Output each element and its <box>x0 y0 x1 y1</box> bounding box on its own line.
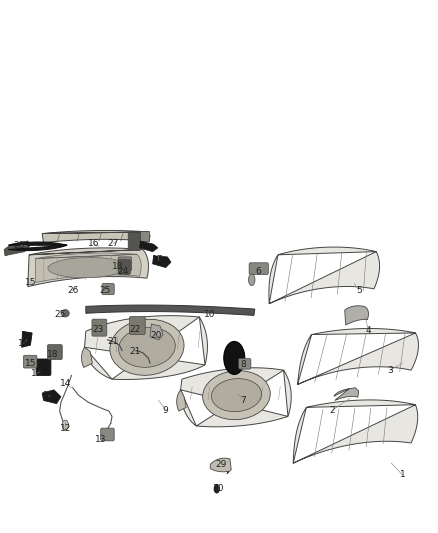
FancyBboxPatch shape <box>128 232 141 251</box>
Ellipse shape <box>62 420 68 430</box>
FancyBboxPatch shape <box>101 428 114 441</box>
Text: 15: 15 <box>25 359 36 368</box>
FancyBboxPatch shape <box>92 319 107 336</box>
Polygon shape <box>150 324 163 340</box>
Polygon shape <box>81 348 92 368</box>
Text: 15: 15 <box>25 278 36 287</box>
Text: 9: 9 <box>163 406 169 415</box>
Text: 23: 23 <box>92 325 103 334</box>
Polygon shape <box>21 332 32 348</box>
Text: 28: 28 <box>13 241 25 250</box>
Polygon shape <box>42 390 61 403</box>
Text: 21: 21 <box>130 347 141 356</box>
FancyBboxPatch shape <box>23 356 37 368</box>
Text: 25: 25 <box>54 310 65 319</box>
FancyBboxPatch shape <box>249 263 268 274</box>
Text: 18: 18 <box>112 262 124 271</box>
Text: 27: 27 <box>108 239 119 248</box>
Text: 24: 24 <box>117 268 129 276</box>
Ellipse shape <box>212 378 261 411</box>
Polygon shape <box>297 328 418 384</box>
Text: 29: 29 <box>215 460 227 469</box>
Text: 16: 16 <box>18 339 29 348</box>
Text: 21: 21 <box>108 337 119 346</box>
Ellipse shape <box>214 484 219 493</box>
FancyBboxPatch shape <box>130 317 145 335</box>
FancyBboxPatch shape <box>118 257 132 271</box>
Polygon shape <box>334 387 359 400</box>
Text: 7: 7 <box>240 396 246 405</box>
Text: 10: 10 <box>204 310 215 319</box>
Ellipse shape <box>248 274 255 286</box>
Bar <box>140 231 149 241</box>
Polygon shape <box>140 241 158 252</box>
Text: 13: 13 <box>95 435 107 444</box>
FancyBboxPatch shape <box>239 359 251 369</box>
Text: 26: 26 <box>67 286 78 295</box>
Polygon shape <box>180 368 291 427</box>
Text: 17: 17 <box>43 391 54 400</box>
Polygon shape <box>4 241 30 256</box>
Text: 1: 1 <box>399 471 405 479</box>
Text: 17: 17 <box>152 255 164 264</box>
Polygon shape <box>35 253 141 282</box>
Ellipse shape <box>61 310 69 317</box>
Text: 18: 18 <box>46 350 58 359</box>
Polygon shape <box>152 256 171 268</box>
Polygon shape <box>42 230 150 243</box>
Text: 2: 2 <box>330 406 336 415</box>
Polygon shape <box>28 248 148 287</box>
Ellipse shape <box>203 370 270 419</box>
Polygon shape <box>269 247 380 304</box>
Polygon shape <box>210 458 231 474</box>
Ellipse shape <box>224 342 245 374</box>
Text: 6: 6 <box>255 268 261 276</box>
Text: 20: 20 <box>150 331 161 340</box>
Text: 16: 16 <box>88 239 99 248</box>
FancyBboxPatch shape <box>118 260 131 274</box>
FancyBboxPatch shape <box>102 284 114 295</box>
Text: 14: 14 <box>60 379 71 388</box>
Polygon shape <box>85 316 208 379</box>
Polygon shape <box>177 390 186 411</box>
Text: 4: 4 <box>365 326 371 335</box>
Ellipse shape <box>110 319 184 375</box>
Text: 19: 19 <box>31 369 42 378</box>
FancyBboxPatch shape <box>47 345 62 360</box>
Polygon shape <box>293 400 418 463</box>
Text: 5: 5 <box>356 286 362 295</box>
Text: 22: 22 <box>130 325 141 334</box>
Polygon shape <box>345 306 368 325</box>
Polygon shape <box>9 242 67 251</box>
Ellipse shape <box>48 257 127 278</box>
Text: 8: 8 <box>240 360 246 369</box>
Text: 3: 3 <box>387 366 393 375</box>
Text: 30: 30 <box>212 484 223 493</box>
Ellipse shape <box>119 327 175 367</box>
Text: 25: 25 <box>99 286 110 295</box>
Polygon shape <box>86 305 255 316</box>
Text: 12: 12 <box>60 424 71 433</box>
FancyBboxPatch shape <box>36 359 51 375</box>
